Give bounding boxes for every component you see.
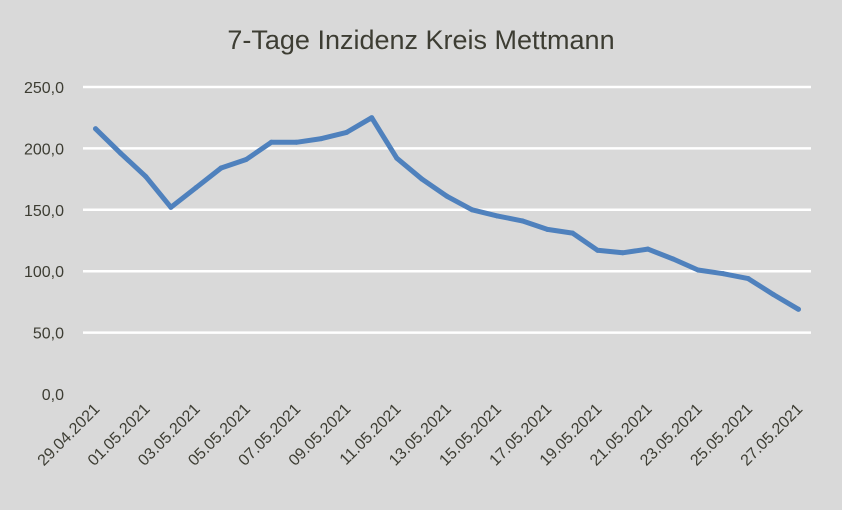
data-point (243, 156, 249, 162)
data-point (344, 129, 350, 135)
data-point (419, 176, 425, 182)
data-point (670, 256, 676, 262)
data-point (620, 250, 626, 256)
data-point (745, 276, 751, 282)
data-point (519, 218, 525, 224)
data-point (369, 115, 375, 121)
data-point (494, 213, 500, 219)
series-group (93, 115, 801, 312)
chart-title: 7-Tage Inzidenz Kreis Mettmann (227, 25, 614, 55)
data-point (695, 267, 701, 273)
y-tick-label: 100,0 (24, 264, 64, 281)
y-tick-label: 200,0 (24, 141, 64, 158)
data-point (544, 226, 550, 232)
data-point (143, 174, 149, 180)
series-line (93, 115, 801, 312)
data-point (318, 136, 324, 142)
y-axis: 0,0 50,0 100,0 150,0 200,0 250,0 (24, 80, 64, 404)
data-point (595, 247, 601, 253)
data-point (293, 139, 299, 145)
data-point (268, 139, 274, 145)
data-point (168, 204, 174, 210)
y-tick-label: 150,0 (24, 203, 64, 220)
data-point (469, 207, 475, 213)
data-point (444, 193, 450, 199)
data-point (720, 271, 726, 277)
data-point (118, 150, 124, 156)
data-point (193, 185, 199, 191)
data-point (770, 292, 776, 298)
gridlines (83, 85, 811, 334)
y-tick-label: 0,0 (42, 387, 64, 404)
data-point (795, 306, 801, 312)
data-point (394, 155, 400, 161)
data-point (93, 126, 99, 132)
x-axis: 29.04.202101.05.202103.05.202105.05.2021… (35, 401, 807, 470)
data-point (570, 230, 576, 236)
data-point (645, 246, 651, 252)
y-tick-label: 50,0 (33, 326, 64, 343)
data-point (218, 165, 224, 171)
y-tick-label: 250,0 (24, 80, 64, 97)
